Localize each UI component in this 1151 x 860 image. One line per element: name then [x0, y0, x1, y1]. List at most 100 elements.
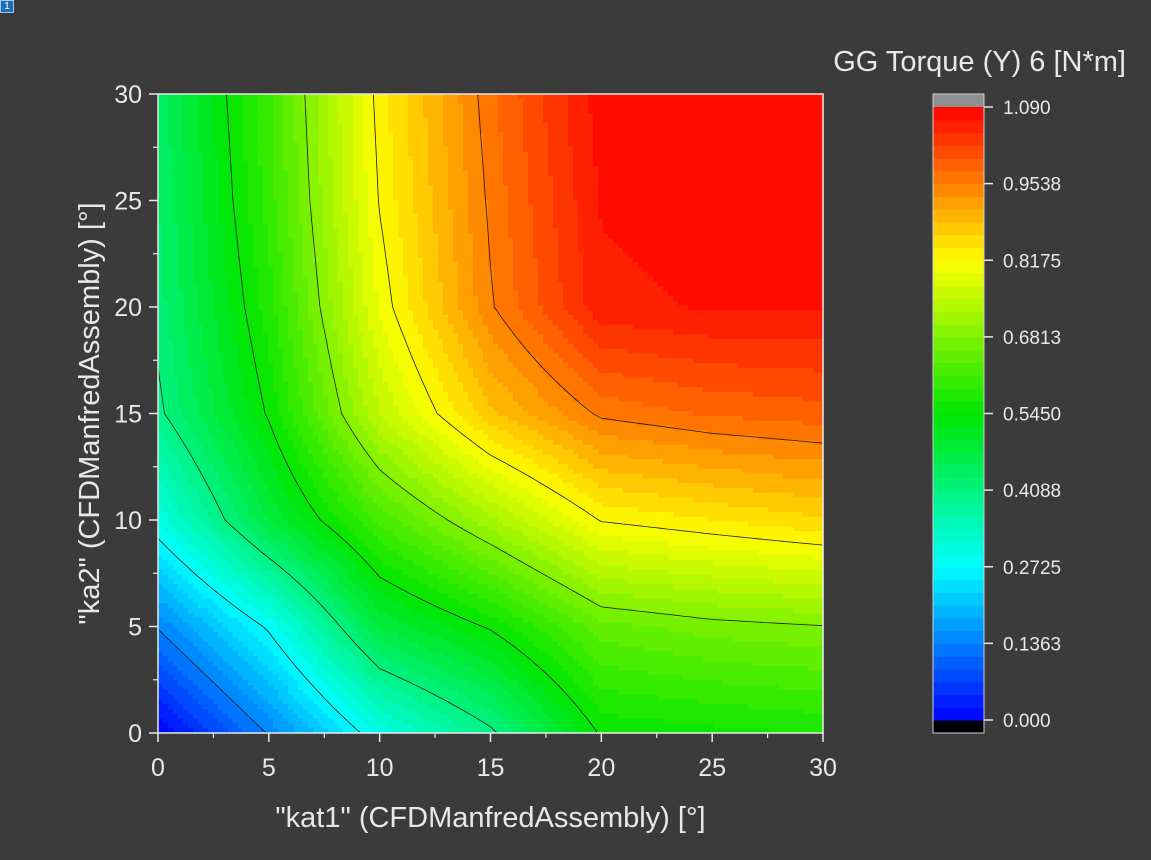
contour-cell	[328, 170, 334, 177]
contour-cell	[353, 108, 359, 114]
contour-cell	[628, 223, 634, 230]
contour-cell	[488, 156, 494, 162]
contour-cell	[398, 223, 404, 230]
contour-cell	[163, 242, 169, 249]
contour-cell	[588, 247, 594, 254]
contour-cell	[788, 233, 794, 239]
contour-cell	[783, 214, 789, 220]
contour-cell	[568, 118, 574, 124]
contour-cell	[768, 127, 774, 134]
contour-cell	[648, 127, 654, 134]
contour-cell	[518, 266, 524, 273]
contour-cell	[583, 161, 589, 167]
contour-cell	[163, 238, 169, 244]
contour-cell	[738, 132, 744, 138]
contour-cell	[378, 257, 384, 263]
contour-cell	[253, 228, 259, 234]
contour-cell	[433, 132, 439, 138]
contour-cell	[318, 257, 324, 263]
contour-cell	[763, 170, 769, 177]
contour-cell	[643, 127, 649, 134]
contour-cell	[808, 194, 814, 201]
contour-cell	[418, 218, 424, 225]
contour-cell	[668, 194, 674, 201]
contour-cell	[313, 127, 319, 134]
contour-cell	[738, 122, 744, 129]
contour-cell	[773, 185, 779, 191]
contour-cell	[613, 242, 619, 249]
contour-cell	[433, 113, 439, 119]
contour-cell	[183, 151, 189, 158]
contour-cell	[308, 161, 314, 167]
contour-cell	[298, 209, 304, 215]
contour-cell	[373, 166, 379, 172]
contour-cell	[583, 175, 589, 182]
contour-cell	[688, 218, 694, 225]
contour-cell	[783, 252, 789, 258]
contour-cell	[478, 242, 484, 249]
contour-cell	[788, 218, 794, 225]
contour-cell	[623, 257, 629, 263]
contour-cell	[288, 185, 294, 191]
contour-cell	[673, 137, 679, 143]
contour-cell	[798, 175, 804, 182]
contour-cell	[208, 98, 214, 105]
contour-cell	[328, 122, 334, 129]
contour-cell	[263, 266, 269, 273]
contour-cell	[458, 132, 464, 138]
contour-cell	[608, 180, 614, 186]
contour-cell	[668, 209, 674, 215]
contour-cell	[703, 175, 709, 182]
contour-cell	[733, 166, 739, 172]
contour-cell	[673, 214, 679, 220]
contour-cell	[158, 127, 164, 134]
contour-cell	[443, 137, 449, 143]
contour-cell	[288, 223, 294, 230]
contour-cell	[398, 238, 404, 244]
contour-cell	[523, 142, 529, 148]
contour-cell	[623, 223, 629, 230]
contour-cell	[393, 156, 399, 162]
contour-cell	[333, 190, 339, 196]
contour-cell	[523, 238, 529, 244]
contour-cell	[298, 146, 304, 153]
contour-cell	[228, 118, 234, 124]
contour-cell	[583, 108, 589, 114]
contour-cell	[673, 118, 679, 124]
contour-cell	[453, 113, 459, 119]
contour-cell	[178, 214, 184, 220]
contour-cell	[798, 156, 804, 162]
contour-cell	[293, 209, 299, 215]
contour-cell	[758, 156, 764, 162]
contour-cell	[273, 209, 279, 215]
contour-cell	[523, 108, 529, 114]
corner-badge[interactable]: 1	[0, 0, 14, 13]
contour-cell	[528, 204, 534, 210]
contour-cell	[263, 228, 269, 234]
contour-cell	[288, 262, 294, 268]
contour-cell	[393, 170, 399, 177]
contour-cell	[343, 204, 349, 210]
contour-cell	[493, 166, 499, 172]
contour-cell	[238, 103, 244, 110]
contour-cell	[768, 103, 774, 110]
contour-cell	[403, 209, 409, 215]
contour-cell	[678, 194, 684, 201]
contour-cell	[163, 151, 169, 158]
contour-cell	[423, 238, 429, 244]
contour-cell	[398, 151, 404, 158]
contour-cell	[278, 137, 284, 143]
contour-cell	[408, 122, 414, 129]
contour-cell	[478, 113, 484, 119]
contour-cell	[448, 271, 454, 278]
contour-cell	[313, 118, 319, 124]
contour-cell	[163, 118, 169, 124]
contour-cell	[408, 137, 414, 143]
contour-cell	[758, 113, 764, 119]
contour-cell	[643, 142, 649, 148]
contour-cell	[268, 156, 274, 162]
contour-cell	[688, 142, 694, 148]
contour-cell	[158, 118, 164, 124]
contour-cell	[803, 214, 809, 220]
contour-cell	[398, 257, 404, 263]
